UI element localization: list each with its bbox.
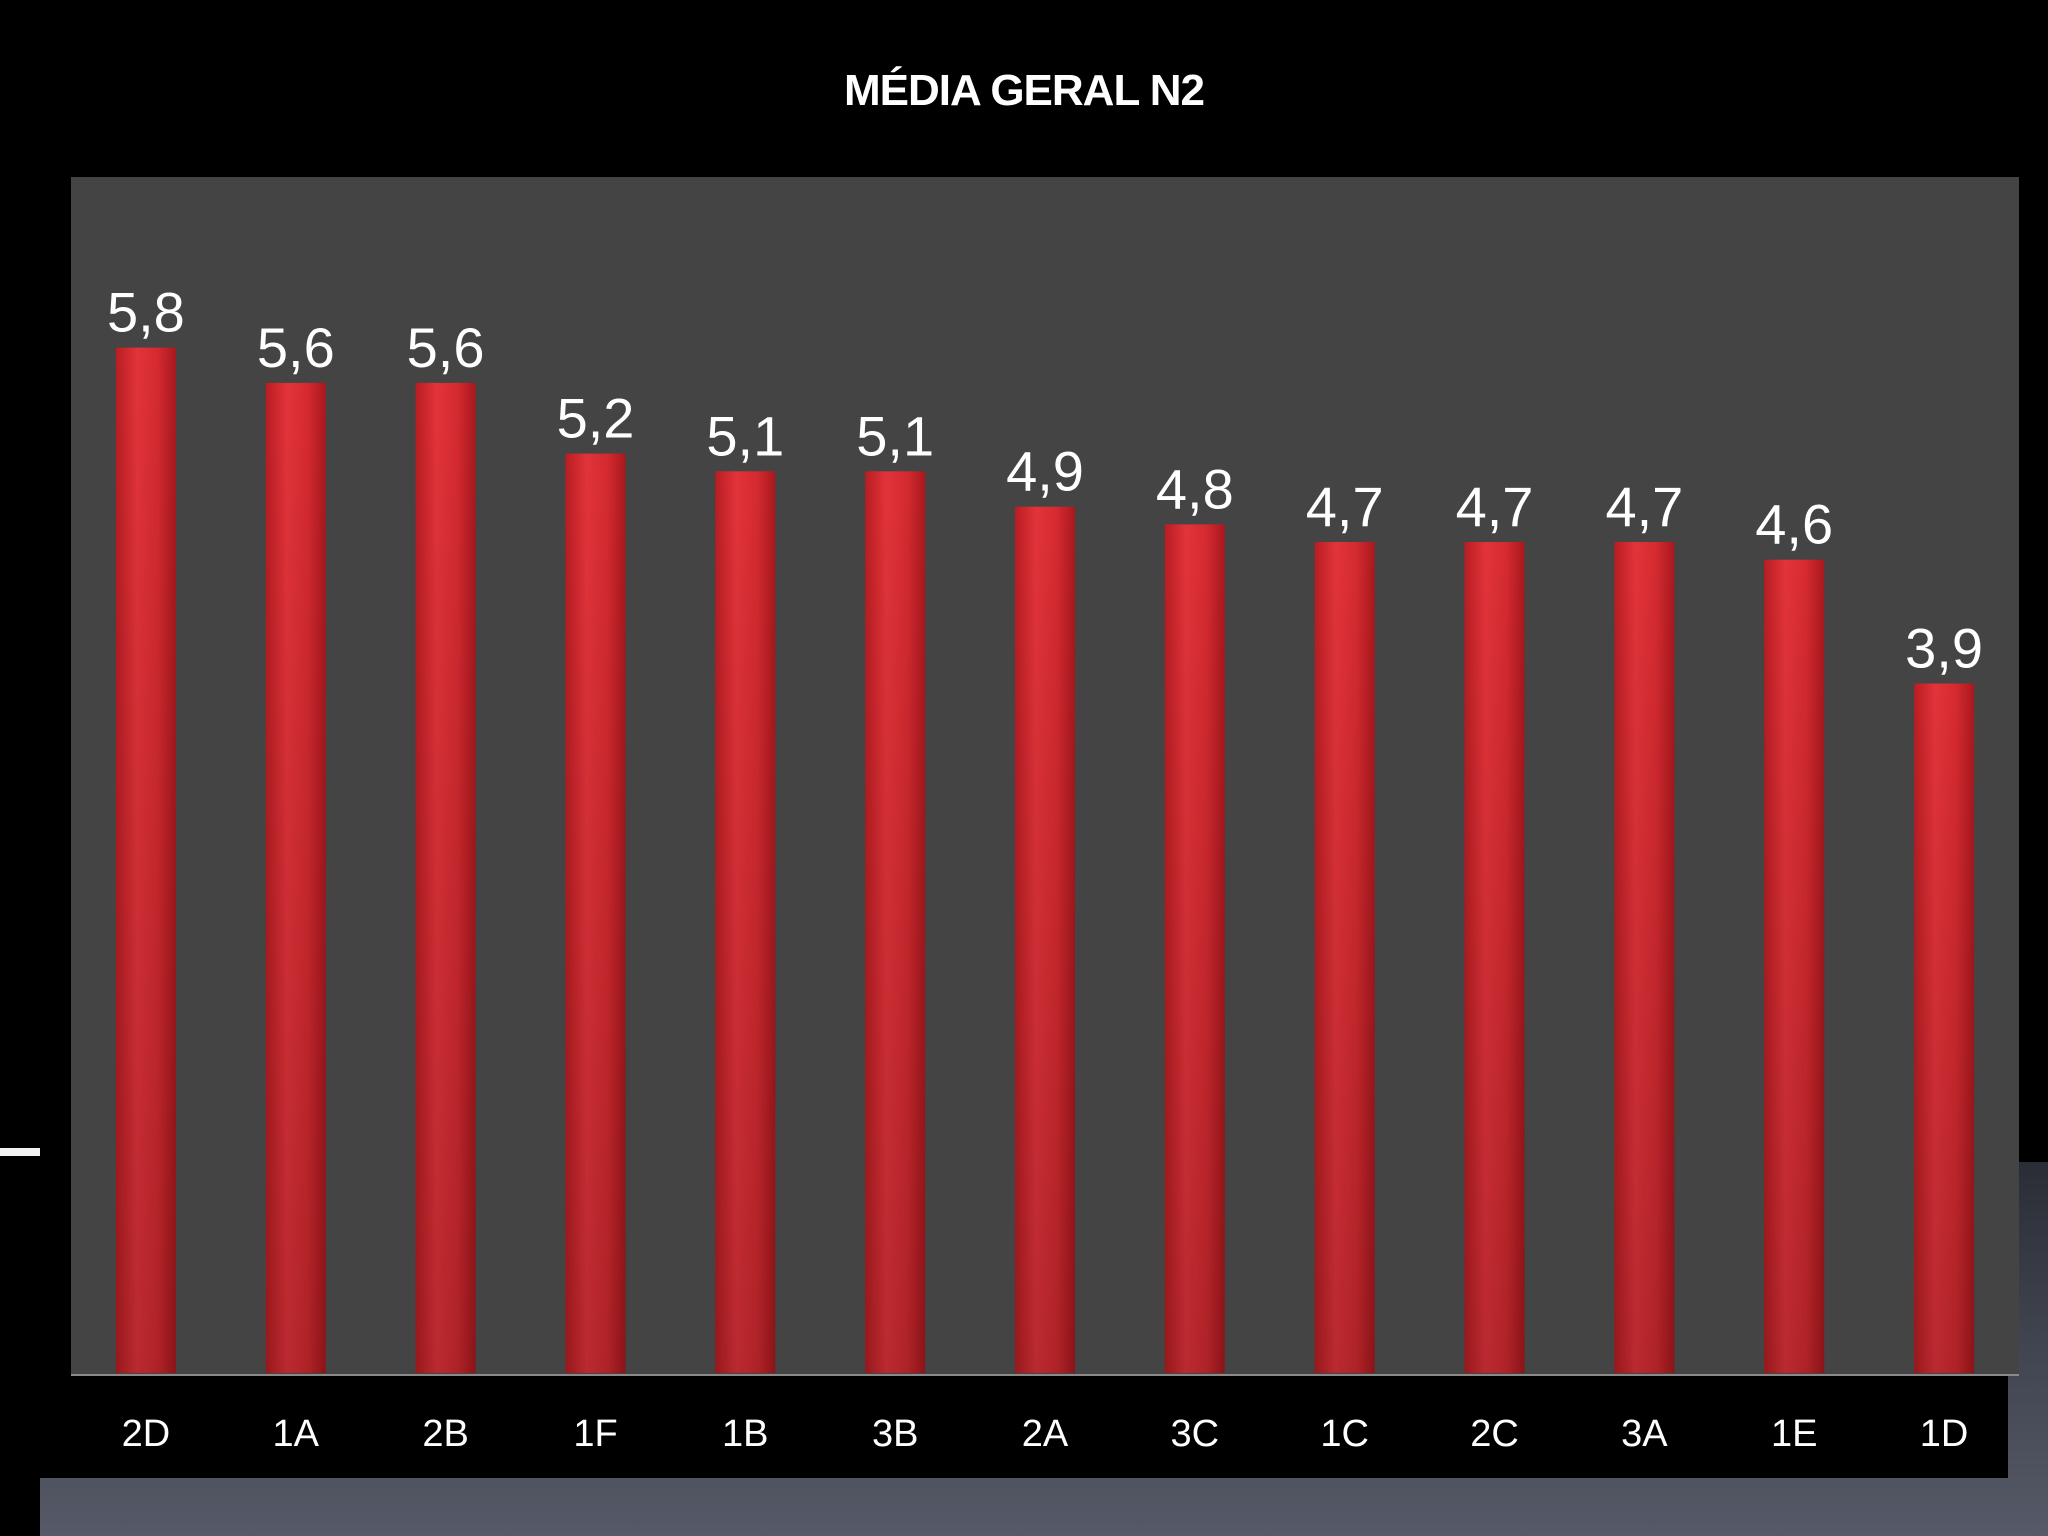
value-label-1B: 5,1 bbox=[706, 404, 784, 467]
bar-shade-2A bbox=[1015, 506, 1075, 1373]
value-label-3C: 4,8 bbox=[1156, 457, 1234, 520]
chart-title: MÉDIA GERAL N2 bbox=[843, 66, 1205, 115]
value-label-1F: 5,2 bbox=[557, 387, 635, 450]
value-label-2B: 5,6 bbox=[407, 316, 485, 379]
category-label-1B: 1B bbox=[722, 1413, 768, 1455]
background-accent-line bbox=[0, 1148, 40, 1156]
category-label-1F: 1F bbox=[573, 1413, 617, 1455]
value-label-1A: 5,6 bbox=[257, 316, 335, 379]
category-label-1E: 1E bbox=[1771, 1413, 1817, 1455]
bar-shade-3B bbox=[865, 471, 926, 1373]
category-label-1C: 1C bbox=[1320, 1413, 1369, 1455]
category-label-3A: 3A bbox=[1621, 1413, 1668, 1455]
value-label-3A: 4,7 bbox=[1605, 475, 1683, 538]
category-labels-layer: 2D 1A 2B 1F 1B 3B 2A 3C 1C 2C 3A 1E 1D bbox=[122, 1413, 1969, 1455]
bar-shade-1F bbox=[565, 453, 626, 1374]
category-label-3B: 3B bbox=[872, 1413, 918, 1455]
bar-shade-1E bbox=[1764, 559, 1825, 1373]
value-label-2A: 4,9 bbox=[1006, 440, 1084, 503]
bars-layer bbox=[115, 347, 1975, 1374]
category-label-2D: 2D bbox=[122, 1413, 171, 1455]
category-label-2C: 2C bbox=[1470, 1413, 1519, 1455]
bar-shade-2B bbox=[415, 382, 476, 1373]
value-label-2D: 5,8 bbox=[107, 281, 185, 344]
category-label-1D: 1D bbox=[1920, 1413, 1969, 1455]
value-labels-layer: 5,8 5,6 5,6 5,2 5,1 5,1 4,9 4,8 4,7 4,7 4,7 4,6 3,9 bbox=[107, 281, 1983, 680]
bar-shade-3A bbox=[1614, 542, 1675, 1373]
bar-shade-2D bbox=[115, 347, 176, 1374]
value-label-1C: 4,7 bbox=[1306, 475, 1384, 538]
bar-shade-1D bbox=[1914, 683, 1975, 1373]
category-label-1A: 1A bbox=[273, 1413, 320, 1455]
bar-shade-1A bbox=[265, 382, 326, 1373]
value-label-3B: 5,1 bbox=[856, 404, 934, 467]
category-label-2B: 2B bbox=[422, 1413, 468, 1455]
value-label-2C: 4,7 bbox=[1456, 475, 1534, 538]
category-label-2A: 2A bbox=[1022, 1413, 1069, 1455]
bar-shade-1C bbox=[1314, 542, 1375, 1373]
category-label-3C: 3C bbox=[1171, 1413, 1220, 1455]
value-label-1D: 3,9 bbox=[1905, 617, 1983, 680]
value-label-1E: 4,6 bbox=[1755, 493, 1833, 556]
bar-shade-1B bbox=[715, 471, 776, 1373]
bar-shade-3C bbox=[1164, 524, 1225, 1373]
bar-shade-2C bbox=[1464, 542, 1525, 1373]
